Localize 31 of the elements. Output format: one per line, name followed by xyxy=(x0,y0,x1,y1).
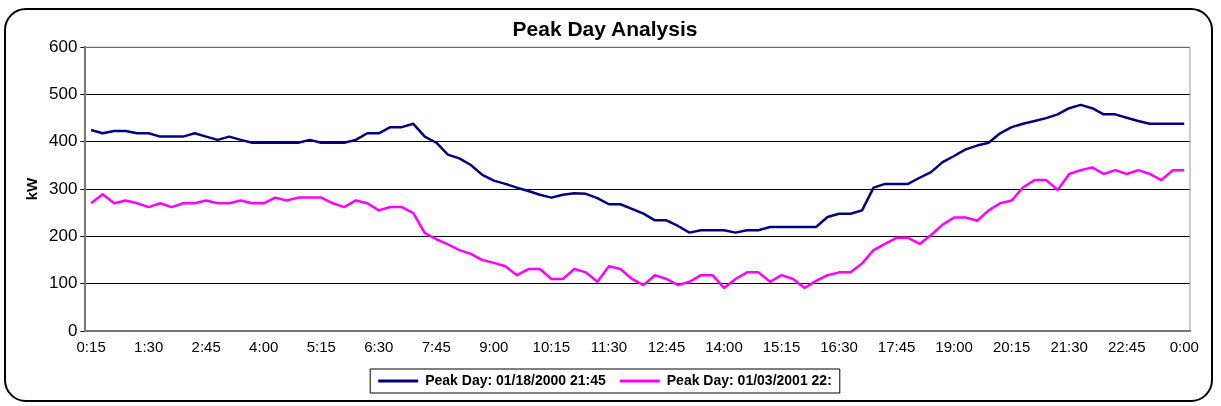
y-tick-label: 200 xyxy=(48,226,78,246)
y-tick-label: 600 xyxy=(48,36,78,56)
y-axis-title: kW xyxy=(23,177,41,201)
x-tick-label: 1:30 xyxy=(134,338,164,356)
y-tick-label: 300 xyxy=(48,178,78,198)
x-tick-label: 14:00 xyxy=(705,338,743,356)
x-tick-label: 7:45 xyxy=(421,338,451,356)
y-tick-label: 100 xyxy=(48,273,78,293)
x-tick-label: 16:30 xyxy=(820,338,858,356)
x-tick-label: 2:45 xyxy=(191,338,221,356)
x-tick-label: 0:15 xyxy=(76,338,106,356)
legend-label: Peak Day: 01/03/2001 22: xyxy=(666,371,832,388)
x-tick-label: 20:15 xyxy=(992,338,1031,356)
x-tick-label: 12:45 xyxy=(647,338,686,356)
chart-title: Peak Day Analysis xyxy=(512,17,698,41)
x-tick-label: 19:00 xyxy=(935,338,973,356)
x-tick-label: 11:30 xyxy=(590,338,628,356)
x-tick-label: 22:45 xyxy=(1107,338,1146,356)
y-tick-label: 500 xyxy=(48,84,78,104)
y-tick-label: 400 xyxy=(48,131,78,151)
x-tick-label: 6:30 xyxy=(364,338,394,356)
legend-label: Peak Day: 01/18/2000 21:45 xyxy=(425,371,606,388)
x-tick-label: 15:15 xyxy=(762,338,801,356)
x-tick-label: 17:45 xyxy=(877,338,916,356)
x-tick-label: 10:15 xyxy=(532,338,571,356)
x-tick-label: 0:00 xyxy=(1169,338,1199,356)
y-tick-label: 0 xyxy=(67,320,78,340)
x-tick-label: 4:00 xyxy=(249,338,279,356)
x-tick-label: 5:15 xyxy=(306,338,336,356)
x-tick-label: 21:30 xyxy=(1050,338,1088,356)
x-tick-label: 9:00 xyxy=(479,338,509,356)
